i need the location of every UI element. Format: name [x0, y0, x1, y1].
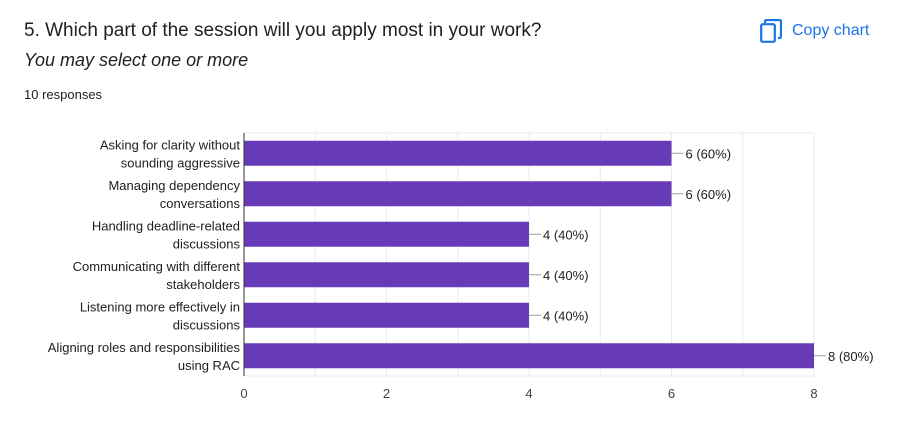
category-label: Communicating with different stakeholders: [73, 259, 241, 292]
category-label: Aligning roles and responsibilities using…: [48, 340, 241, 373]
bar: [244, 262, 529, 288]
bar: [244, 181, 672, 207]
copy-chart-button[interactable]: Copy chart: [752, 12, 877, 50]
x-tick-label: 6: [668, 386, 675, 401]
bar: [244, 343, 814, 369]
question-title: 5. Which part of the session will you ap…: [24, 20, 542, 41]
data-label: 4 (40%): [543, 268, 589, 283]
data-label: 6 (60%): [686, 146, 732, 161]
category-label: Asking for clarity without sounding aggre…: [100, 137, 241, 170]
data-label: 4 (40%): [543, 227, 589, 242]
question-subtitle: You may select one or more: [24, 50, 249, 70]
category-label: Managing dependency conversations: [108, 178, 240, 211]
copy-chart-label: Copy chart: [792, 22, 870, 39]
x-tick-label: 0: [240, 386, 247, 401]
x-tick-label: 4: [525, 386, 532, 401]
data-label: 8 (80%): [828, 349, 874, 364]
category-label: Listening more effectively in discussions: [80, 299, 241, 332]
response-count: 10 responses: [24, 87, 103, 102]
bar: [244, 140, 672, 166]
copy-icon: [760, 19, 782, 43]
data-label: 6 (60%): [686, 187, 732, 202]
data-label: 4 (40%): [543, 308, 589, 323]
category-label: Handling deadline-related discussions: [92, 218, 241, 251]
x-tick-label: 8: [810, 386, 817, 401]
bar: [244, 302, 529, 328]
bar: [244, 221, 529, 247]
x-tick-label: 2: [383, 386, 390, 401]
